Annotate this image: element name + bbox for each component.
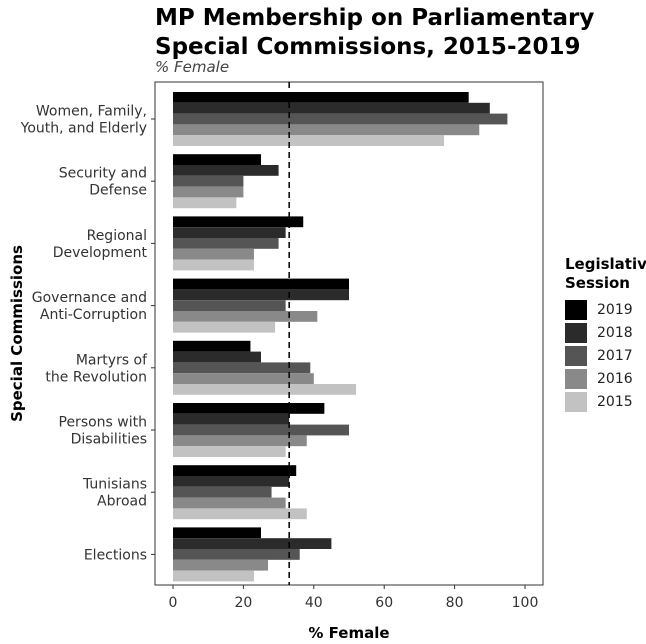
bar [173,538,332,549]
legend-swatch [565,323,587,343]
legend-swatch [565,346,587,366]
x-tick-label: 80 [446,595,464,611]
bar [173,278,349,290]
bar [173,424,349,436]
bar [173,435,307,447]
x-axis-title: % Female [308,624,389,642]
bar [173,340,251,352]
y-axis-title: Special Commissions [8,245,26,422]
bar [173,259,254,271]
y-tick-label: Elections [84,547,147,563]
bar [173,413,290,425]
legend-label: 2015 [597,394,633,410]
bar [173,351,261,363]
bar [173,321,276,333]
bar [173,362,311,374]
chart-title-line-1: MP Membership on Parliamentary [155,5,595,31]
bar [173,486,272,498]
plot-panel [154,81,544,586]
bar [173,384,357,395]
bar [173,311,318,322]
x-tick-label: 100 [512,595,539,611]
bar [173,465,297,476]
bar [173,227,286,238]
bar [173,92,469,103]
bar [173,154,261,165]
bar [173,186,244,198]
legend-item-2015: 2015 [565,392,633,412]
bar [173,497,286,509]
legend-title: Legislative Session [565,255,646,293]
bar [173,289,349,301]
bar [173,216,304,228]
y-tick-label: Regional Development [53,228,148,261]
bar [173,165,279,176]
chart-title: MP Membership on Parliamentary Special C… [155,4,594,62]
x-tick-label: 60 [375,595,393,611]
y-tick-label: Martyrs of the Revolution [45,352,148,385]
bar [173,508,307,520]
bar [173,549,300,560]
legend-swatch [565,369,587,389]
bar [173,197,237,209]
x-tick-label: 20 [234,595,252,611]
bar [173,570,254,582]
x-tick-label: 0 [169,595,178,611]
chart-title-line-2: Special Commissions, 2015-2019 [155,34,581,60]
bar [173,135,445,146]
legend-label: 2019 [597,302,633,318]
y-tick-label: Governance and Anti-Corruption [32,290,147,323]
bar [173,238,279,249]
legend-title-line-2: Session [565,274,630,292]
bar [173,113,508,125]
y-tick-label: Tunisians Abroad [82,477,147,510]
bar [173,102,490,114]
y-tick-label: Women, Family, Youth, and Elderly [20,104,147,137]
legend-title-line-1: Legislative [565,255,646,273]
legend-label: 2018 [597,325,633,341]
bar [173,559,269,571]
x-tick-label: 40 [305,595,323,611]
bar [173,403,325,414]
bar [173,248,254,260]
bar [173,373,314,384]
legend-label: 2017 [597,348,633,364]
legend-item-2016: 2016 [565,369,633,389]
y-tick-label: Persons with Disabilities [59,415,148,448]
bar [173,300,286,311]
legend-item-2018: 2018 [565,323,633,343]
bar [173,124,480,136]
bar [173,175,244,187]
bar [173,527,261,539]
chart-subtitle: % Female [155,58,230,76]
y-tick-label: Security and Defense [59,166,147,199]
legend-item-2019: 2019 [565,300,633,320]
legend-label: 2016 [597,371,633,387]
bar [173,476,290,487]
bar [173,446,286,457]
legend-item-2017: 2017 [565,346,633,366]
legend-swatch [565,300,587,320]
legend-swatch [565,392,587,412]
